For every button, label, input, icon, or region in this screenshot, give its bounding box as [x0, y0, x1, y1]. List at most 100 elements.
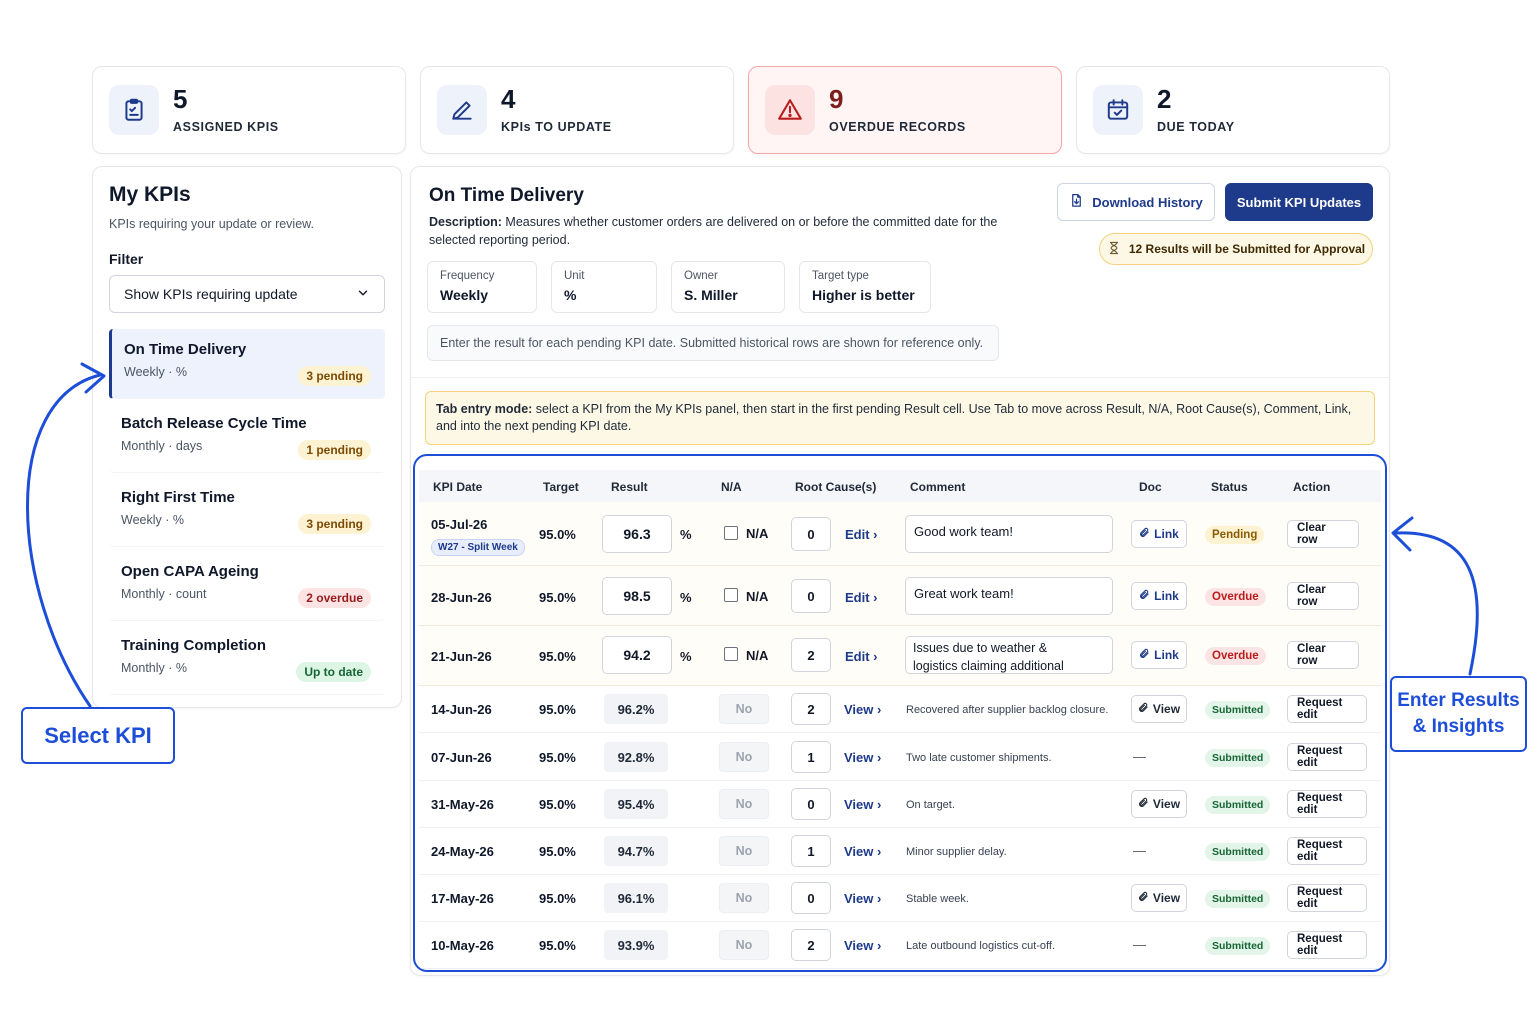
root-cause-count[interactable]: 2 [791, 638, 831, 672]
table-row: 05-Jul-26 W27 - Split Week 95.0% 96.3 % … [419, 502, 1381, 566]
target-value: 95.0% [539, 590, 576, 605]
na-checkbox[interactable] [724, 647, 738, 661]
root-cause-count: 1 [791, 741, 831, 773]
arrow-to-kpi-list [26, 373, 102, 708]
filter-select[interactable]: Show KPIs requiring update [109, 275, 385, 313]
kpi-item-on-time-delivery[interactable]: On Time Delivery Weekly · % 3 pending [109, 329, 385, 399]
doc-view-button[interactable]: View [1131, 790, 1187, 818]
result-readonly: 93.9% [604, 930, 668, 960]
target-value: 95.0% [539, 649, 576, 664]
paperclip-icon [1139, 648, 1150, 662]
tab-entry-note: Tab entry mode: select a KPI from the My… [425, 391, 1375, 445]
kpi-name: Batch Release Cycle Time [121, 415, 307, 432]
root-cause-count[interactable]: 0 [791, 517, 831, 551]
arrow-to-table [1394, 531, 1479, 676]
kpi-date: 31-May-26 [431, 797, 494, 812]
request-edit-button[interactable]: Request edit [1287, 837, 1367, 865]
view-root-cause-link[interactable]: View › [844, 750, 882, 765]
view-root-cause-link[interactable]: View › [844, 938, 882, 953]
target-value: 95.0% [539, 797, 576, 812]
stat-assigned-kpis: 5 ASSIGNED KPIS [92, 66, 406, 154]
calendar-check-icon [1093, 85, 1143, 135]
doc-link-button[interactable]: Link [1131, 641, 1187, 669]
kpi-list: On Time Delivery Weekly · % 3 pending Ba… [109, 329, 385, 695]
root-cause-count: 0 [791, 788, 831, 820]
comment-text: Minor supplier delay. [906, 846, 1007, 858]
header-na: N/A [721, 480, 742, 494]
na-checkbox[interactable] [724, 526, 738, 540]
kpi-badge: Up to date [296, 662, 371, 682]
na-readonly: No [719, 789, 769, 819]
request-edit-button[interactable]: Request edit [1287, 695, 1367, 723]
submit-kpi-updates-button[interactable]: Submit KPI Updates [1225, 183, 1373, 221]
request-edit-button[interactable]: Request edit [1287, 884, 1367, 912]
request-edit-button[interactable]: Request edit [1287, 931, 1367, 959]
paperclip-icon [1138, 702, 1149, 716]
paperclip-icon [1138, 797, 1149, 811]
status-badge: Submitted [1205, 937, 1271, 955]
select-kpi-callout: Select KPI [21, 707, 175, 764]
stat-overdue-records: 9 OVERDUE RECORDS [748, 66, 1062, 154]
na-readonly: No [719, 883, 769, 913]
edit-root-cause-link[interactable]: Edit › [845, 649, 878, 664]
meta-value: % [564, 287, 577, 303]
result-input[interactable]: 94.2 [602, 636, 672, 674]
meta-key: Owner [684, 270, 718, 282]
result-input[interactable]: 96.3 [602, 515, 672, 553]
my-kpis-panel: My KPIs KPIs requiring your update or re… [92, 166, 402, 708]
root-cause-count: 2 [791, 929, 831, 961]
view-root-cause-link[interactable]: View › [844, 891, 882, 906]
kpi-item-training-completion[interactable]: Training Completion Monthly · % Up to da… [109, 625, 385, 695]
header-result: Result [611, 480, 648, 494]
na-readonly: No [719, 694, 769, 724]
status-badge: Pending [1205, 526, 1265, 544]
download-history-button[interactable]: Download History [1057, 183, 1215, 221]
header-doc: Doc [1139, 480, 1162, 494]
root-cause-count[interactable]: 0 [791, 579, 831, 613]
target-value: 95.0% [539, 891, 576, 906]
edit-root-cause-link[interactable]: Edit › [845, 590, 878, 605]
edit-root-cause-link[interactable]: Edit › [845, 527, 878, 542]
stat-value: 4 [501, 84, 516, 114]
kpi-date: 10-May-26 [431, 938, 494, 953]
clear-row-button[interactable]: Clear row [1287, 641, 1359, 669]
table-row: 14-Jun-26 95.0% 96.2% No 2 View › Recovered af… [419, 686, 1381, 733]
comment-text: Recovered after supplier backlog closure… [906, 704, 1109, 716]
kpi-item-right-first-time[interactable]: Right First Time Weekly · % 3 pending [109, 477, 385, 547]
header-status: Status [1211, 480, 1248, 494]
clear-row-button[interactable]: Clear row [1287, 582, 1359, 610]
download-history-label: Download History [1092, 194, 1203, 210]
kpi-badge: 2 overdue [298, 588, 371, 608]
doc-link-button[interactable]: Link [1131, 582, 1187, 610]
chevron-down-icon [356, 286, 370, 303]
header-kpi-date: KPI Date [433, 480, 483, 494]
request-edit-button[interactable]: Request edit [1287, 790, 1367, 818]
unit-label: % [680, 649, 692, 664]
clear-row-button[interactable]: Clear row [1287, 520, 1359, 548]
comment-input[interactable]: Great work team! [905, 577, 1113, 615]
doc-view-button[interactable]: View [1131, 695, 1187, 723]
kpi-date: 17-May-26 [431, 891, 494, 906]
kpi-item-batch-release[interactable]: Batch Release Cycle Time Monthly · days … [109, 403, 385, 473]
kpi-description: Description: Measures whether customer o… [429, 213, 1009, 249]
result-input[interactable]: 98.5 [602, 577, 672, 615]
view-root-cause-link[interactable]: View › [844, 702, 882, 717]
view-root-cause-link[interactable]: View › [844, 797, 882, 812]
kpi-meta: Monthly · days [121, 439, 203, 453]
callout-line: Enter Results [1397, 690, 1520, 711]
view-root-cause-link[interactable]: View › [844, 844, 882, 859]
request-edit-button[interactable]: Request edit [1287, 743, 1367, 771]
root-cause-count: 1 [791, 835, 831, 867]
approval-notice: 12 Results will be Submitted for Approva… [1099, 233, 1373, 265]
comment-input[interactable]: Good work team! [905, 515, 1113, 553]
doc-link-button[interactable]: Link [1131, 520, 1187, 548]
stat-value: 5 [173, 84, 188, 114]
doc-view-button[interactable]: View [1131, 884, 1187, 912]
stat-due-today: 2 DUE TODAY [1076, 66, 1390, 154]
comment-text: Late outbound logistics cut-off. [906, 940, 1056, 952]
comment-input[interactable]: Issues due to weather & logistics claimi… [905, 636, 1113, 674]
na-checkbox[interactable] [724, 588, 738, 602]
status-badge: Submitted [1205, 701, 1271, 719]
kpi-item-open-capa-ageing[interactable]: Open CAPA Ageing Monthly · count 2 overd… [109, 551, 385, 621]
approval-text: 12 Results will be Submitted for Approva… [1128, 242, 1366, 256]
